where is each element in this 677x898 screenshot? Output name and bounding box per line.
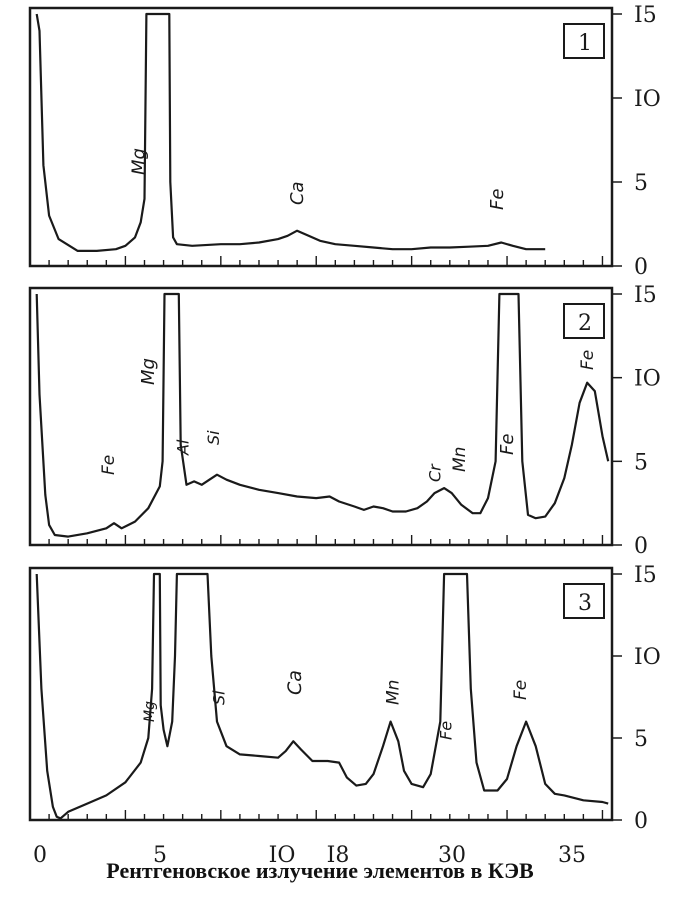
x-tick-label: I8 [327,843,350,868]
peak-label: Fe [511,680,531,700]
panel-number: 3 [578,591,592,616]
peak-label: Fe [497,434,518,455]
peak-label: Mg [142,701,158,722]
x-tick-label: IO [269,843,296,868]
peak-label: Fe [578,350,598,370]
panel-number-box [563,583,605,619]
y-tick-label: 0 [634,255,648,280]
x-tick-label: 35 [558,843,586,868]
y-tick-label: 0 [634,534,648,559]
panel-number: 1 [578,31,592,56]
peak-label: Mn [450,447,470,472]
x-tick-label: 5 [153,843,167,868]
y-tick-label: 5 [634,171,648,196]
y-tick-label: I5 [634,3,657,28]
peak-label: Fe [487,189,508,210]
y-tick-label: IO [634,87,661,112]
peak-label: Fe [99,455,119,475]
y-tick-label: IO [634,645,661,670]
panel-frame [28,566,614,822]
peak-label: Mg [138,358,159,385]
x-tick-label: 0 [33,843,47,868]
panel-number-box [563,303,605,339]
panel-frame [28,286,614,547]
peak-label: Si [204,430,223,445]
spectrum-line [35,572,609,820]
panel-number-box [563,23,605,59]
peak-label: Cr [425,463,444,482]
peak-label: Fe [437,721,456,740]
spectrum-line [35,12,546,252]
y-tick-label: I5 [634,563,657,588]
y-tick-label: 0 [634,809,648,834]
spectrum-line [35,292,610,538]
panel-frame [28,6,614,268]
y-tick-label: I5 [634,283,657,308]
peak-label: Al [173,439,192,456]
y-tick-label: 5 [634,727,648,752]
x-tick-label: 30 [438,843,466,868]
y-tick-label: 5 [634,450,648,475]
panel-number: 2 [578,311,592,336]
x-axis-caption: Рентгеновское излучение элементов в КЭВ [106,858,534,883]
peak-label: Mn [383,680,403,705]
peak-label: Ca [284,670,306,695]
peak-label: Mg [128,148,149,175]
peak-label: Si [210,690,229,705]
y-tick-label: IO [634,367,661,392]
peak-label: Ca [287,181,308,205]
